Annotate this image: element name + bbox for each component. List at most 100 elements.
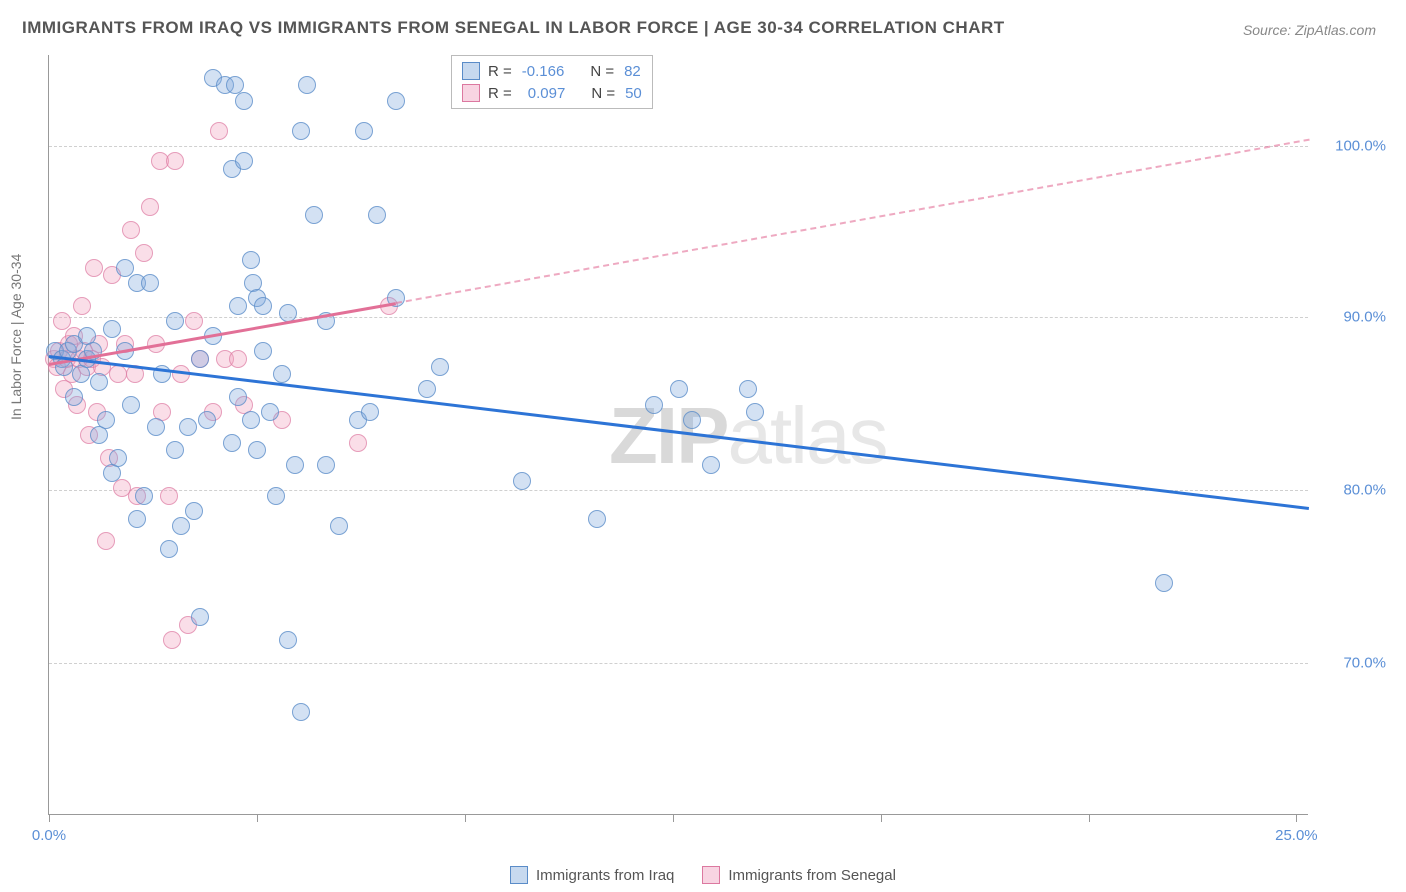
scatter-point-iraq	[330, 517, 348, 535]
scatter-point-iraq	[160, 540, 178, 558]
trendline-iraq	[49, 355, 1309, 510]
scatter-point-senegal	[85, 259, 103, 277]
scatter-point-iraq	[317, 456, 335, 474]
scatter-point-iraq	[254, 297, 272, 315]
scatter-point-iraq	[198, 411, 216, 429]
legend-item-a: Immigrants from Iraq	[510, 866, 674, 884]
swatch-pink-icon	[462, 84, 480, 102]
scatter-point-iraq	[229, 388, 247, 406]
swatch-pink-icon	[702, 866, 720, 884]
scatter-point-iraq	[254, 342, 272, 360]
x-tick	[1089, 814, 1090, 822]
x-tick	[465, 814, 466, 822]
scatter-point-iraq	[65, 388, 83, 406]
scatter-point-iraq	[122, 396, 140, 414]
correlation-legend: R = -0.166 N = 82 R = 0.097 N = 50	[451, 55, 653, 109]
scatter-point-senegal	[160, 487, 178, 505]
y-tick-label: 90.0%	[1343, 309, 1386, 326]
scatter-point-iraq	[305, 206, 323, 224]
scatter-point-senegal	[163, 631, 181, 649]
scatter-point-iraq	[166, 312, 184, 330]
scatter-point-iraq	[179, 418, 197, 436]
source-attribution: Source: ZipAtlas.com	[1243, 22, 1376, 38]
scatter-point-iraq	[242, 251, 260, 269]
y-tick-label: 100.0%	[1335, 138, 1386, 155]
gridline	[49, 663, 1308, 664]
scatter-point-iraq	[431, 358, 449, 376]
scatter-point-iraq	[267, 487, 285, 505]
series-b-name: Immigrants from Senegal	[728, 867, 896, 884]
scatter-point-iraq	[185, 502, 203, 520]
scatter-point-iraq	[141, 274, 159, 292]
scatter-point-iraq	[242, 411, 260, 429]
r-label-a: R =	[488, 63, 512, 80]
scatter-point-senegal	[109, 365, 127, 383]
scatter-point-iraq	[273, 365, 291, 383]
scatter-point-iraq	[223, 434, 241, 452]
scatter-point-iraq	[645, 396, 663, 414]
scatter-point-iraq	[248, 441, 266, 459]
scatter-point-iraq	[116, 259, 134, 277]
scatter-point-senegal	[185, 312, 203, 330]
scatter-point-senegal	[141, 198, 159, 216]
gridline	[49, 317, 1308, 318]
scatter-point-senegal	[210, 122, 228, 140]
scatter-point-iraq	[683, 411, 701, 429]
scatter-point-iraq	[361, 403, 379, 421]
r-value-b: 0.097	[528, 85, 566, 102]
scatter-point-senegal	[53, 312, 71, 330]
scatter-plot-area: ZIPatlas R = -0.166 N = 82 R = 0.097 N =…	[48, 55, 1308, 815]
scatter-point-iraq	[229, 297, 247, 315]
scatter-point-iraq	[235, 92, 253, 110]
x-tick	[673, 814, 674, 822]
r-label-b: R =	[488, 85, 512, 102]
x-tick-label: 0.0%	[32, 827, 66, 844]
series-a-name: Immigrants from Iraq	[536, 867, 674, 884]
scatter-point-iraq	[147, 418, 165, 436]
series-legend: Immigrants from Iraq Immigrants from Sen…	[0, 866, 1406, 884]
scatter-point-iraq	[191, 350, 209, 368]
scatter-point-iraq	[298, 76, 316, 94]
scatter-point-senegal	[349, 434, 367, 452]
r-value-a: -0.166	[522, 63, 565, 80]
chart-title: IMMIGRANTS FROM IRAQ VS IMMIGRANTS FROM …	[22, 18, 1005, 38]
scatter-point-iraq	[739, 380, 757, 398]
scatter-point-iraq	[513, 472, 531, 490]
y-tick-label: 80.0%	[1343, 481, 1386, 498]
n-value-a: 82	[624, 63, 641, 80]
scatter-point-iraq	[670, 380, 688, 398]
scatter-point-iraq	[279, 631, 297, 649]
gridline	[49, 490, 1308, 491]
x-tick-label: 25.0%	[1275, 827, 1318, 844]
x-tick	[881, 814, 882, 822]
scatter-point-iraq	[166, 441, 184, 459]
scatter-point-iraq	[292, 703, 310, 721]
scatter-point-senegal	[229, 350, 247, 368]
scatter-point-iraq	[235, 152, 253, 170]
scatter-point-iraq	[355, 122, 373, 140]
x-tick	[257, 814, 258, 822]
n-label-b: N =	[591, 85, 615, 102]
legend-row-a: R = -0.166 N = 82	[462, 60, 642, 82]
scatter-point-senegal	[97, 532, 115, 550]
scatter-point-iraq	[588, 510, 606, 528]
scatter-point-iraq	[702, 456, 720, 474]
scatter-point-senegal	[73, 297, 91, 315]
scatter-point-iraq	[292, 122, 310, 140]
swatch-blue-icon	[510, 866, 528, 884]
scatter-point-iraq	[261, 403, 279, 421]
scatter-point-iraq	[191, 608, 209, 626]
gridline	[49, 146, 1308, 147]
scatter-point-iraq	[128, 510, 146, 528]
y-axis-label: In Labor Force | Age 30-34	[8, 254, 24, 420]
scatter-point-senegal	[135, 244, 153, 262]
scatter-point-iraq	[368, 206, 386, 224]
scatter-point-iraq	[109, 449, 127, 467]
scatter-point-iraq	[97, 411, 115, 429]
trendline-senegal-extrapolated	[395, 139, 1309, 304]
n-label-a: N =	[590, 63, 614, 80]
x-tick	[1296, 814, 1297, 822]
scatter-point-senegal	[122, 221, 140, 239]
scatter-point-iraq	[418, 380, 436, 398]
legend-item-b: Immigrants from Senegal	[702, 866, 896, 884]
